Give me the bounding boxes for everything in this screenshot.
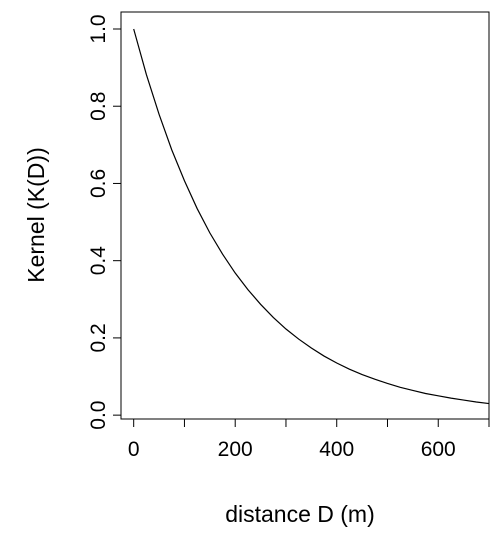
y-tick-label: 0.4 [87,246,110,276]
plot-box [120,11,490,420]
x-tick-label: 400 [319,438,354,461]
kernel-curve [133,28,490,405]
y-tick-label: 0.6 [87,169,110,198]
x-axis-label: distance D (m) [225,501,375,527]
y-tick-label: 0.8 [87,92,110,121]
x-tick-label: 200 [218,438,253,461]
x-tick-label: 0 [128,438,140,461]
y-tick-label: 0.0 [87,401,110,430]
y-tick-label: 1.0 [87,14,110,43]
y-tick-label: 0.2 [87,323,110,352]
y-axis-label: Kernel (K(D)) [23,147,49,282]
x-tick-label: 600 [421,438,456,461]
